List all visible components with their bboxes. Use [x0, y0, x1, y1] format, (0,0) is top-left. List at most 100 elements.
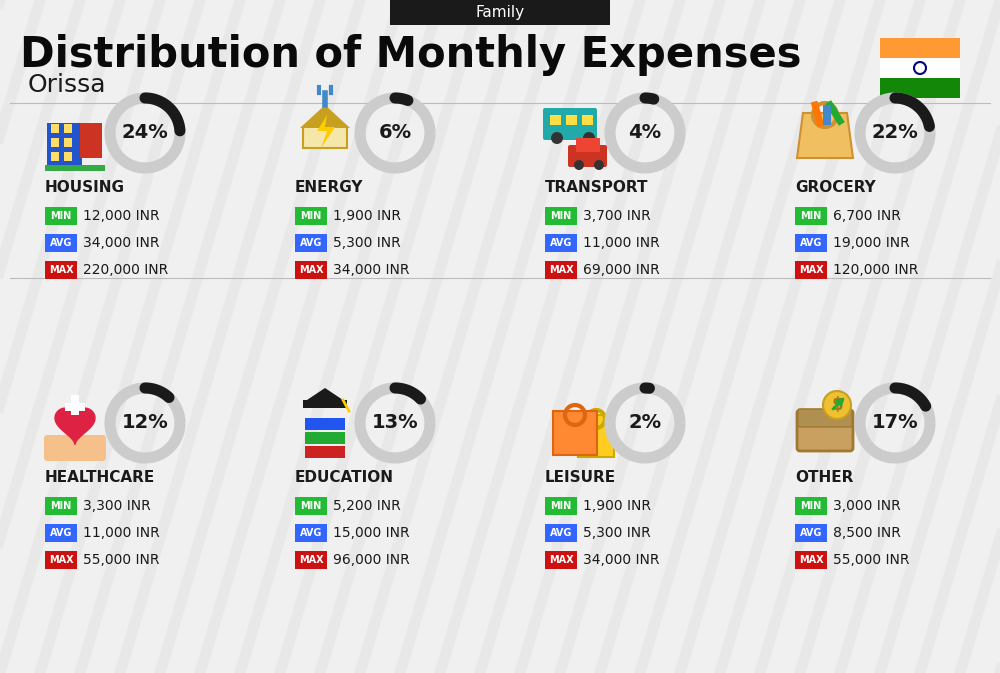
FancyBboxPatch shape	[545, 207, 577, 225]
Text: MAX: MAX	[549, 555, 573, 565]
Text: OTHER: OTHER	[795, 470, 853, 485]
FancyBboxPatch shape	[550, 115, 561, 125]
FancyBboxPatch shape	[45, 261, 77, 279]
FancyBboxPatch shape	[553, 411, 597, 455]
FancyBboxPatch shape	[578, 415, 614, 457]
Text: LEISURE: LEISURE	[545, 470, 616, 485]
FancyBboxPatch shape	[795, 497, 827, 515]
FancyBboxPatch shape	[566, 115, 577, 125]
Text: Distribution of Monthly Expenses: Distribution of Monthly Expenses	[20, 34, 802, 76]
Text: 8,500 INR: 8,500 INR	[833, 526, 901, 540]
Text: 6,700 INR: 6,700 INR	[833, 209, 901, 223]
Text: MAX: MAX	[549, 265, 573, 275]
FancyBboxPatch shape	[568, 145, 607, 167]
Text: MIN: MIN	[50, 211, 72, 221]
Text: MIN: MIN	[800, 211, 822, 221]
FancyBboxPatch shape	[545, 234, 577, 252]
FancyBboxPatch shape	[543, 108, 597, 140]
FancyBboxPatch shape	[880, 58, 960, 78]
Circle shape	[823, 391, 851, 419]
Text: 17%: 17%	[872, 413, 918, 433]
FancyBboxPatch shape	[295, 261, 327, 279]
FancyBboxPatch shape	[545, 497, 577, 515]
Text: AVG: AVG	[550, 238, 572, 248]
Text: 11,000 INR: 11,000 INR	[583, 236, 660, 250]
FancyBboxPatch shape	[64, 138, 72, 147]
FancyBboxPatch shape	[64, 152, 72, 161]
Text: HEALTHCARE: HEALTHCARE	[45, 470, 155, 485]
Text: 34,000 INR: 34,000 INR	[333, 263, 410, 277]
FancyBboxPatch shape	[795, 261, 827, 279]
Polygon shape	[307, 388, 343, 400]
Text: 96,000 INR: 96,000 INR	[333, 553, 410, 567]
Polygon shape	[317, 115, 335, 148]
Text: 3,700 INR: 3,700 INR	[583, 209, 651, 223]
Polygon shape	[300, 105, 350, 128]
FancyBboxPatch shape	[545, 551, 577, 569]
FancyBboxPatch shape	[795, 524, 827, 542]
FancyBboxPatch shape	[305, 446, 345, 458]
Polygon shape	[797, 113, 853, 158]
Text: GROCERY: GROCERY	[795, 180, 876, 195]
FancyBboxPatch shape	[880, 38, 960, 58]
Circle shape	[583, 132, 595, 144]
FancyBboxPatch shape	[303, 400, 347, 408]
Text: MAX: MAX	[799, 265, 823, 275]
FancyBboxPatch shape	[45, 207, 77, 225]
Text: 4%: 4%	[628, 124, 662, 143]
Text: MAX: MAX	[49, 265, 73, 275]
Text: MIN: MIN	[50, 501, 72, 511]
FancyBboxPatch shape	[51, 124, 59, 133]
Text: 12,000 INR: 12,000 INR	[83, 209, 160, 223]
FancyBboxPatch shape	[880, 78, 960, 98]
Text: AVG: AVG	[300, 528, 322, 538]
Text: MAX: MAX	[299, 555, 323, 565]
Circle shape	[594, 160, 604, 170]
Text: 11,000 INR: 11,000 INR	[83, 526, 160, 540]
Text: Family: Family	[475, 5, 525, 20]
Text: 34,000 INR: 34,000 INR	[583, 553, 660, 567]
Text: MIN: MIN	[550, 501, 572, 511]
Text: MIN: MIN	[550, 211, 572, 221]
FancyBboxPatch shape	[545, 524, 577, 542]
Text: 3,000 INR: 3,000 INR	[833, 499, 901, 513]
Text: 5,200 INR: 5,200 INR	[333, 499, 401, 513]
Text: AVG: AVG	[50, 238, 72, 248]
FancyBboxPatch shape	[45, 524, 77, 542]
Text: 3,300 INR: 3,300 INR	[83, 499, 151, 513]
Text: 120,000 INR: 120,000 INR	[833, 263, 918, 277]
Text: AVG: AVG	[800, 238, 822, 248]
Text: MAX: MAX	[299, 265, 323, 275]
Text: $: $	[831, 396, 843, 414]
Text: MAX: MAX	[49, 555, 73, 565]
Text: MIN: MIN	[800, 501, 822, 511]
Text: 19,000 INR: 19,000 INR	[833, 236, 910, 250]
FancyBboxPatch shape	[582, 115, 593, 125]
Text: 13%: 13%	[372, 413, 418, 433]
FancyBboxPatch shape	[795, 234, 827, 252]
Text: MAX: MAX	[799, 555, 823, 565]
FancyBboxPatch shape	[295, 524, 327, 542]
Text: ENERGY: ENERGY	[295, 180, 364, 195]
FancyBboxPatch shape	[47, 123, 82, 168]
FancyBboxPatch shape	[65, 403, 85, 411]
Circle shape	[551, 132, 563, 144]
FancyBboxPatch shape	[797, 410, 853, 451]
Text: 12%: 12%	[122, 413, 168, 433]
Text: Orissa: Orissa	[28, 73, 106, 97]
Text: 6%: 6%	[378, 124, 412, 143]
Text: 220,000 INR: 220,000 INR	[83, 263, 168, 277]
FancyBboxPatch shape	[44, 435, 106, 461]
Text: 2%: 2%	[628, 413, 662, 433]
FancyBboxPatch shape	[305, 418, 345, 430]
Text: 5,300 INR: 5,300 INR	[333, 236, 401, 250]
FancyBboxPatch shape	[545, 261, 577, 279]
Text: 15,000 INR: 15,000 INR	[333, 526, 410, 540]
FancyBboxPatch shape	[295, 207, 327, 225]
Text: TRANSPORT: TRANSPORT	[545, 180, 648, 195]
Polygon shape	[303, 111, 347, 148]
Text: 55,000 INR: 55,000 INR	[83, 553, 160, 567]
Text: AVG: AVG	[800, 528, 822, 538]
FancyBboxPatch shape	[51, 138, 59, 147]
FancyBboxPatch shape	[51, 152, 59, 161]
